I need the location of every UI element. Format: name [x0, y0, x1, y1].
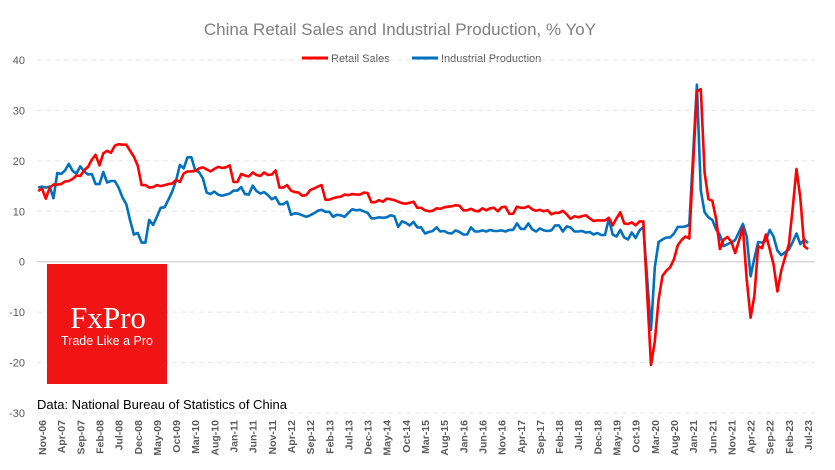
x-tick-label: Mar-10 — [190, 420, 202, 454]
legend-item-retail-sales: Retail Sales — [302, 53, 390, 65]
y-tick-label: 30 — [13, 105, 25, 117]
y-tick-label: 10 — [13, 206, 25, 218]
y-tick-label: 0 — [19, 257, 25, 269]
x-tick-label: Feb-08 — [94, 420, 106, 454]
x-tick-label: Jun-21 — [707, 420, 719, 454]
logo-brand: FxPro — [70, 300, 146, 335]
x-tick-label: May-14 — [382, 420, 394, 456]
x-tick-label: Nov-16 — [497, 420, 509, 455]
x-tick-label: Mar-15 — [420, 420, 432, 454]
chart-title: China Retail Sales and Industrial Produc… — [204, 20, 596, 39]
legend: Retail Sales Industrial Production — [302, 53, 541, 65]
x-tick-label: Jul-13 — [343, 420, 355, 451]
x-tick-label: Feb-18 — [554, 420, 566, 454]
x-tick-label: Oct-19 — [631, 420, 643, 453]
y-tick-label: -10 — [9, 307, 25, 319]
x-tick-label: Apr-07 — [56, 420, 68, 453]
x-tick-label: Feb-23 — [784, 420, 796, 454]
x-tick-label: Nov-11 — [267, 420, 279, 455]
series-lines — [37, 83, 809, 367]
x-tick-label: Aug-20 — [669, 420, 681, 456]
x-tick-label: Jan-11 — [229, 420, 241, 453]
legend-label-industrial-production: Industrial Production — [441, 53, 541, 65]
x-tick-label: Feb-13 — [324, 420, 336, 454]
y-tick-label: 20 — [13, 156, 25, 168]
y-axis: 40 30 20 10 0 -10 -20 -30 — [9, 55, 25, 420]
x-tick-label: Sep-22 — [765, 420, 777, 455]
x-tick-label: Jan-21 — [688, 420, 700, 453]
x-tick-label: Sep-12 — [305, 420, 317, 455]
x-tick-label: Aug-10 — [209, 420, 221, 456]
x-tick-label: Oct-09 — [171, 420, 183, 453]
x-tick-label: Jun-16 — [477, 420, 489, 454]
legend-label-retail-sales: Retail Sales — [331, 53, 390, 65]
x-tick-label: Nov-21 — [726, 420, 738, 455]
logo-background — [47, 264, 167, 384]
x-tick-label: Aug-15 — [439, 420, 451, 456]
x-tick-label: Jul-23 — [803, 420, 815, 451]
series-line-retail-sales — [37, 87, 809, 367]
x-tick-label: Apr-22 — [746, 420, 758, 453]
x-tick-label: Dec-08 — [133, 420, 145, 455]
source-note: Data: National Bureau of Statistics of C… — [37, 397, 288, 412]
legend-item-industrial-production: Industrial Production — [412, 53, 541, 65]
y-tick-label: -30 — [9, 408, 25, 420]
x-tick-label: May-19 — [612, 420, 624, 456]
x-tick-label: Dec-18 — [592, 420, 604, 455]
x-tick-label: Nov-06 — [37, 420, 49, 455]
y-tick-label: 40 — [13, 55, 25, 67]
x-tick-label: Dec-13 — [363, 420, 375, 455]
x-tick-label: Apr-17 — [516, 420, 528, 453]
x-tick-label: Oct-14 — [401, 420, 413, 453]
x-tick-label: Jan-16 — [458, 420, 470, 453]
x-tick-label: Mar-20 — [650, 420, 662, 454]
x-tick-label: Sep-07 — [75, 420, 87, 455]
x-tick-label: Apr-12 — [286, 420, 298, 453]
series-line-industrial-production — [37, 83, 809, 332]
x-tick-label: Jul-08 — [114, 420, 126, 451]
y-tick-label: -20 — [9, 358, 25, 370]
logo-tagline: Trade Like a Pro — [61, 334, 153, 348]
fxpro-logo: FxPro Trade Like a Pro — [47, 264, 167, 384]
x-tick-label: May-09 — [152, 420, 164, 456]
x-tick-label: Jul-18 — [573, 420, 585, 451]
x-axis: Nov-06 Apr-07 Sep-07 Feb-08 Jul-08 Dec-08 May-… — [37, 420, 815, 456]
x-tick-label: Sep-17 — [535, 420, 547, 455]
x-tick-label: Jun-11 — [248, 420, 260, 453]
